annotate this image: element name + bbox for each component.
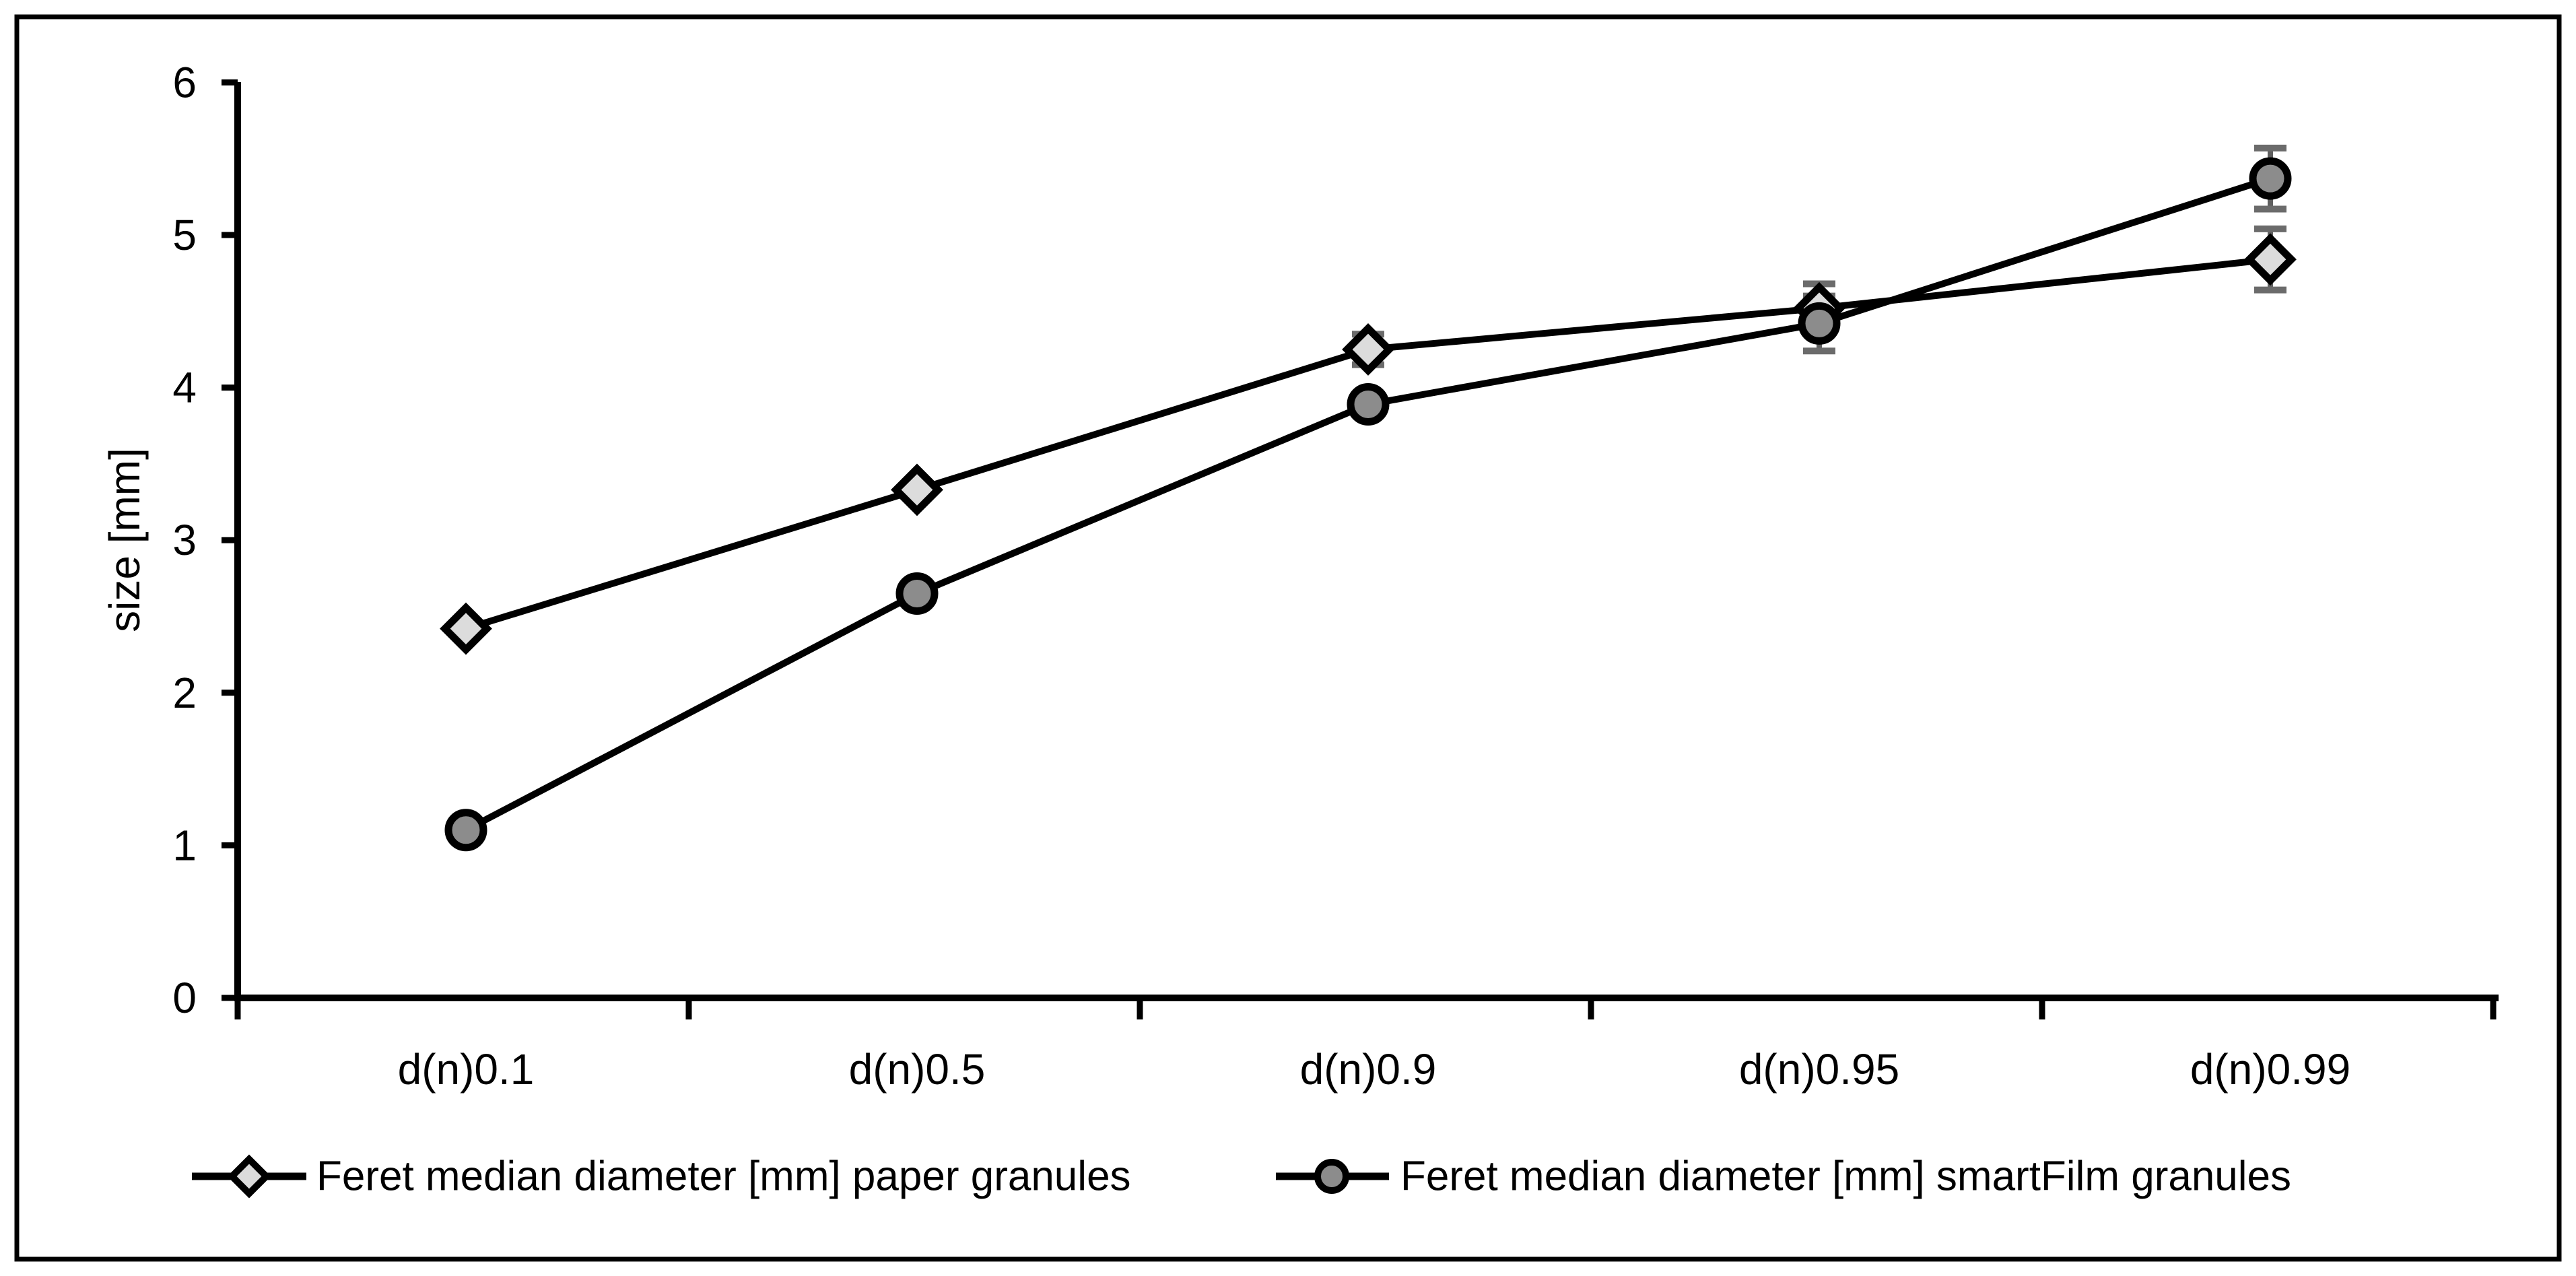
diamond-marker-icon	[1342, 323, 1394, 376]
y-tick-label: 4	[172, 364, 197, 412]
y-axis-title: size [mm]	[100, 448, 149, 632]
circle-marker-icon	[2249, 157, 2292, 200]
diamond-marker-icon	[891, 463, 943, 516]
legend-circle-marker-icon	[1314, 1159, 1349, 1194]
legend-diamond-marker-icon	[227, 1154, 271, 1199]
legend-label-1: Feret median diameter [mm] smartFilm gra…	[1400, 1153, 2291, 1200]
y-tick-label: 0	[172, 974, 197, 1022]
y-tick-label: 1	[172, 821, 197, 869]
circle-marker-icon	[895, 572, 939, 615]
x-category-label: d(n)0.99	[2190, 1045, 2350, 1094]
y-tick-label: 3	[172, 516, 197, 564]
y-tick-label: 2	[172, 669, 197, 717]
legend-label-0: Feret median diameter [mm] paper granule…	[316, 1153, 1131, 1200]
figure-border	[14, 14, 2562, 1262]
diamond-marker-icon	[2244, 233, 2297, 286]
diamond-marker-icon	[440, 602, 492, 655]
x-category-label: d(n)0.95	[1739, 1045, 1899, 1094]
y-tick-label: 5	[172, 211, 197, 259]
y-tick-label: 6	[172, 58, 197, 106]
circle-marker-icon	[444, 809, 487, 852]
series-line-0	[465, 256, 2271, 632]
circle-marker-icon	[1798, 302, 1841, 345]
x-category-label: d(n)0.9	[1300, 1045, 1437, 1094]
x-category-label: d(n)0.1	[398, 1045, 535, 1094]
circle-marker-icon	[1347, 383, 1390, 426]
x-category-label: d(n)0.5	[849, 1045, 986, 1094]
series-line-1	[464, 175, 2272, 834]
